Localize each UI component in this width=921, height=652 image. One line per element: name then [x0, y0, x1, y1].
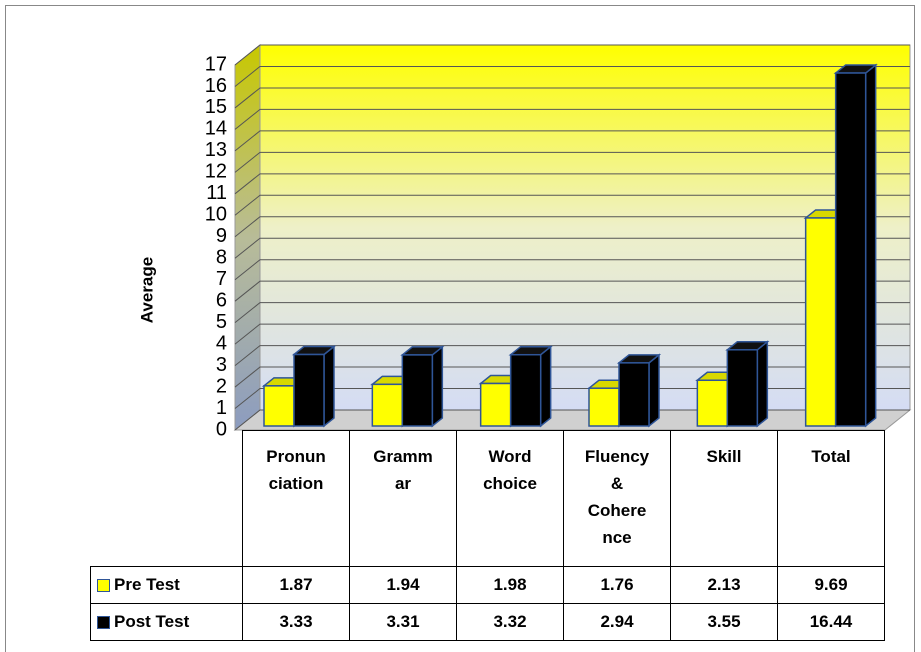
bar-side — [323, 344, 335, 428]
data-table: Pronun ciation Gramm ar Word choice Fluency… — [90, 430, 885, 641]
legend-label: Post Test — [114, 612, 190, 631]
category-label: Word choice — [456, 430, 564, 567]
grid-line — [234, 216, 910, 238]
y-tick-label: 15 — [205, 96, 227, 118]
y-tick-label: 12 — [205, 161, 227, 183]
table-row: Pre Test 1.87 1.94 1.98 1.76 2.13 9.69 — [90, 566, 885, 604]
grid-line — [234, 409, 910, 431]
y-tick-label: 13 — [205, 139, 227, 161]
bar — [696, 379, 729, 427]
grid-line — [234, 65, 910, 87]
bar — [726, 349, 759, 427]
table-row: Pronun ciation Gramm ar Word choice Fluency… — [91, 430, 885, 567]
legend-key — [97, 579, 110, 593]
y-tick-label: 17 — [205, 53, 227, 75]
category-label: Gramm ar — [349, 430, 457, 567]
category-label: Fluency & Cohere nce — [563, 430, 671, 567]
grid-line — [234, 366, 910, 388]
value-cell: 1.98 — [456, 566, 564, 604]
grid-line — [234, 323, 910, 345]
category-label: Skill — [670, 430, 778, 567]
blank-cell — [91, 431, 243, 567]
grid-line — [234, 87, 910, 109]
bar — [509, 353, 542, 427]
bar — [263, 385, 295, 427]
bar-side — [431, 345, 444, 428]
bar — [479, 382, 512, 427]
side-wall — [234, 43, 261, 432]
grid-line — [234, 259, 910, 281]
bar — [834, 72, 867, 427]
y-tick-label: 9 — [216, 225, 227, 247]
y-tick-label: 0 — [216, 418, 227, 440]
grid-line — [234, 237, 910, 259]
value-cell: 2.13 — [670, 566, 778, 604]
chart-frame — [5, 5, 915, 652]
y-tick-label: 7 — [216, 268, 227, 290]
value-cell: 3.32 — [456, 603, 564, 641]
y-tick-label: 14 — [205, 118, 227, 140]
bar-side — [539, 345, 552, 428]
bar-side — [648, 353, 660, 428]
bar — [293, 353, 325, 427]
category-label: Pronun ciation — [242, 430, 350, 567]
bar — [618, 362, 650, 427]
y-tick-label: 1 — [216, 397, 227, 419]
bar — [371, 383, 404, 427]
legend-key — [97, 616, 110, 630]
y-axis-title: Average — [137, 257, 156, 323]
y-tick-label: 8 — [216, 247, 227, 269]
grid-line — [234, 130, 910, 152]
bar-side — [756, 340, 769, 428]
y-tick-label: 16 — [205, 75, 227, 97]
value-cell: 2.94 — [563, 603, 671, 641]
bar — [401, 354, 434, 427]
value-cell: 3.33 — [242, 603, 350, 641]
value-cell: 9.69 — [777, 566, 885, 604]
value-cell: 1.76 — [563, 566, 671, 604]
bar — [804, 217, 837, 427]
y-tick-label: 2 — [216, 375, 227, 397]
grid-line — [234, 302, 910, 324]
value-cell: 16.44 — [777, 603, 885, 641]
grid-line — [234, 44, 910, 66]
legend-cell: Pre Test — [90, 566, 243, 604]
y-tick-label: 6 — [216, 289, 227, 311]
y-tick-label: 11 — [206, 182, 227, 204]
value-cell: 1.94 — [349, 566, 457, 604]
y-tick-label: 5 — [216, 311, 227, 333]
grid-line — [234, 194, 910, 216]
value-cell: 1.87 — [242, 566, 350, 604]
legend-cell: Post Test — [90, 603, 243, 641]
y-tick-label: 3 — [216, 354, 227, 376]
grid-line — [234, 345, 910, 366]
legend-label: Pre Test — [114, 575, 180, 594]
grid-line — [234, 108, 910, 130]
y-tick-label: 10 — [205, 204, 227, 226]
value-cell: 3.31 — [349, 603, 457, 641]
grid-line — [234, 151, 910, 173]
table-row: Post Test 3.33 3.31 3.32 2.94 3.55 16.44 — [90, 603, 885, 641]
bar — [588, 387, 620, 427]
grid-line — [234, 173, 910, 195]
grid-line — [234, 388, 910, 409]
category-label: Total — [777, 430, 885, 567]
bar-side — [864, 63, 877, 428]
value-cell: 3.55 — [670, 603, 778, 641]
grid-line — [234, 280, 910, 302]
y-tick-label: 4 — [216, 332, 227, 354]
